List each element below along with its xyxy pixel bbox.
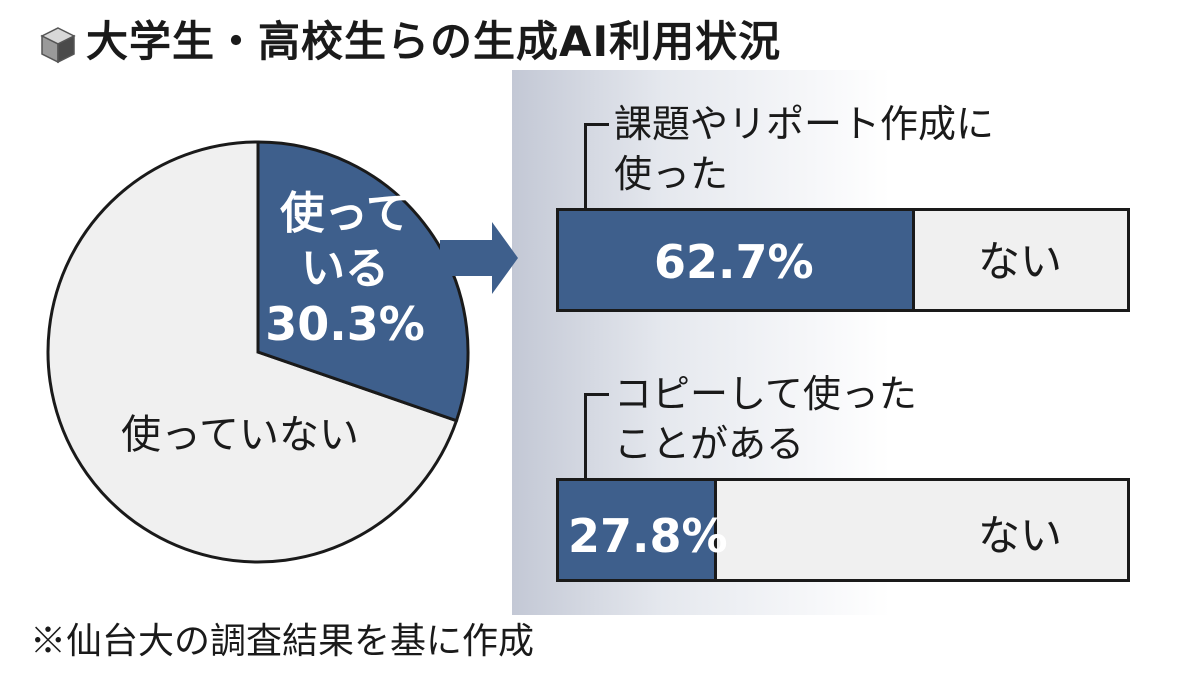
bar-1-no-label: ない [978,237,1063,286]
pie-slice-using-label-line2: いる [301,243,389,294]
bar-1 [556,208,1130,312]
question-1-line2: 使った [614,152,729,196]
bar-2-no-label: ない [978,511,1063,560]
pie-slice-not-using-label: 使っていない [121,412,359,458]
question-2-line2: ことがある [614,422,805,466]
pie-slice-using [256,140,470,423]
right-arrow-icon [440,222,518,294]
bar-2-value: 27.8% [568,509,728,563]
pie-slice-using-value: 30.3% [265,297,425,351]
chart-title: 大学生・高校生らの生成AI利用状況 [86,17,782,66]
bar-1-value: 62.7% [654,235,814,289]
bar-2 [556,478,1130,582]
pie-slice-using-label-line1: 使って [280,188,410,239]
question-1-bracket [584,123,609,214]
question-1-line1: 課題やリポート作成に [614,102,995,146]
question-2-line1: コピーして使った [614,372,917,416]
footnote: ※仙台大の調査結果を基に作成 [30,621,535,662]
pie-chart: 使って いる 30.3% 使っていない [46,140,518,564]
cube-icon [40,27,76,64]
bar-1-yes-segment [559,211,916,309]
question-2-bracket [584,393,609,489]
bar-2-yes-segment [559,481,717,579]
pie-slice-not-using [46,140,459,564]
